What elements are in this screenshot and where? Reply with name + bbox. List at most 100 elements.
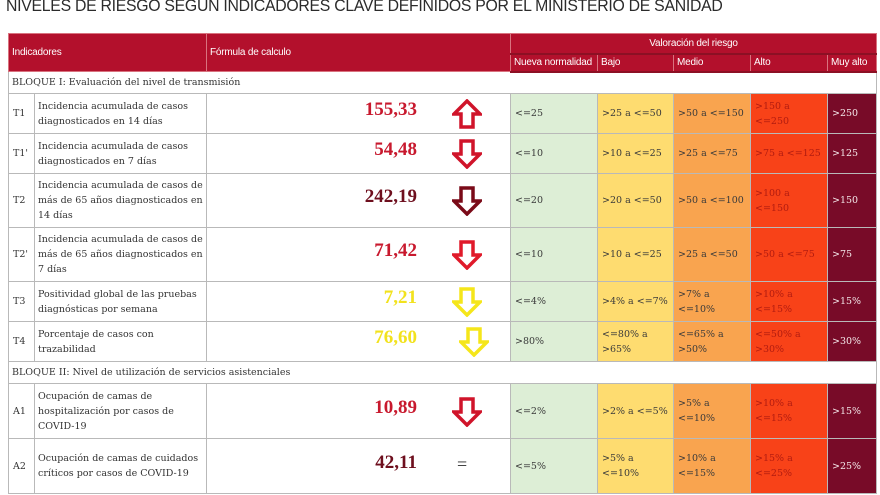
- range-bajo: >10 a <=25: [597, 133, 674, 174]
- formula-cell: 242,19: [206, 173, 511, 228]
- range-muy-alto: >15%: [826, 281, 878, 322]
- table-row: A2 Ocupación de camas de cuidados crítico…: [8, 438, 878, 494]
- table-row: T1' Incidencia acumulada de casos diagnos…: [8, 133, 878, 174]
- indicator-description: Ocupación de camas de hospitalización po…: [34, 383, 207, 439]
- range-alto: >15% a <=25%: [750, 438, 828, 494]
- trend-down-arrow-icon: [456, 327, 492, 358]
- range-medio: >5% a <=10%: [673, 383, 751, 439]
- indicator-value: 76,60: [374, 327, 417, 348]
- table-row: T2 Incidencia acumulada de casos de más d…: [8, 173, 878, 228]
- indicator-value: 10,89: [374, 396, 417, 418]
- block-label: BLOQUE II: Nivel de utilización de servi…: [7, 361, 878, 384]
- header-level-medio: Medio: [673, 53, 751, 73]
- table-row: T1 Incidencia acumulada de casos diagnost…: [8, 93, 878, 134]
- indicator-description: Porcentaje de casos con trazabilidad: [34, 321, 207, 362]
- header-valoracion: Valoración del riesgo: [509, 33, 878, 55]
- trend-equal-icon: =: [457, 453, 468, 474]
- formula-cell: 76,60: [206, 321, 511, 362]
- trend-down-arrow-icon: [449, 186, 485, 217]
- indicator-description: Ocupación de camas de cuidados críticos …: [34, 438, 207, 494]
- trend-down-arrow-icon: [449, 287, 485, 318]
- trend-down-arrow-icon: [449, 396, 485, 427]
- range-muy-alto: >150: [826, 173, 878, 228]
- indicator-code: A2: [8, 438, 35, 494]
- formula-cell: 7,21: [206, 281, 511, 322]
- range-medio: >7% a <=10%: [673, 281, 751, 322]
- range-muy-alto: >75: [826, 227, 878, 282]
- indicator-description: Incidencia acumulada de casos diagnostic…: [34, 93, 207, 134]
- formula-cell: 155,33: [206, 93, 511, 134]
- indicator-description: Incidencia acumulada de casos de más de …: [34, 227, 207, 282]
- range-nueva-normalidad: <=25: [510, 93, 598, 134]
- indicator-description: Incidencia acumulada de casos diagnostic…: [34, 133, 207, 174]
- header-level-nueva-normalidad: Nueva normalidad: [510, 53, 598, 73]
- range-bajo: >5% a <=10%: [597, 438, 674, 494]
- indicator-value: 71,42: [374, 240, 417, 261]
- range-medio: >10% a <=15%: [673, 438, 751, 494]
- indicator-code: T3: [8, 281, 35, 322]
- indicator-value: 242,19: [364, 186, 417, 207]
- range-bajo: <=80% a >65%: [597, 321, 674, 362]
- range-medio: >50 a <=150: [673, 93, 751, 134]
- table-row: T3 Positividad global de las pruebas diag…: [8, 281, 878, 322]
- range-nueva-normalidad: >80%: [510, 321, 598, 362]
- block-row: BLOQUE II: Nivel de utilización de servi…: [7, 361, 878, 384]
- block-row: BLOQUE I: Evaluación del nivel de transm…: [7, 71, 878, 94]
- header-level-muy-alto: Muy alto: [826, 53, 878, 73]
- table-row: T4 Porcentaje de casos con trazabilidad 76…: [8, 321, 878, 362]
- range-nueva-normalidad: <=4%: [510, 281, 598, 322]
- indicator-code: T4: [8, 321, 35, 362]
- indicator-value: 42,11: [375, 451, 417, 473]
- indicator-code: T2: [8, 173, 35, 228]
- trend-down-arrow-icon: [449, 240, 485, 271]
- range-medio: <=65% a >50%: [673, 321, 751, 362]
- indicator-value: 155,33: [364, 99, 417, 120]
- range-muy-alto: >30%: [826, 321, 878, 362]
- table-row: A1 Ocupación de camas de hospitalización …: [8, 383, 878, 439]
- range-nueva-normalidad: <=10: [510, 133, 598, 174]
- range-bajo: >20 a <=50: [597, 173, 674, 228]
- formula-cell: 71,42: [206, 227, 511, 282]
- indicator-code: A1: [8, 383, 35, 439]
- table-row: T2' Incidencia acumulada de casos de más …: [8, 227, 878, 282]
- indicator-value: 7,21: [383, 287, 417, 308]
- indicator-code: T1': [8, 133, 35, 174]
- range-alto: <=50% a >30%: [750, 321, 828, 362]
- range-nueva-normalidad: <=10: [510, 227, 598, 282]
- range-medio: >50 a <=100: [673, 173, 751, 228]
- range-nueva-normalidad: <=2%: [510, 383, 598, 439]
- range-alto: >75 a <=125: [750, 133, 828, 174]
- risk-levels-table: Indicadores Fórmula de calculo Valoració…: [7, 33, 878, 494]
- block-label: BLOQUE I: Evaluación del nivel de transm…: [7, 71, 878, 94]
- range-muy-alto: >15%: [826, 383, 878, 439]
- range-nueva-normalidad: <=5%: [510, 438, 598, 494]
- range-bajo: >4% a <=7%: [597, 281, 674, 322]
- range-nueva-normalidad: <=20: [510, 173, 598, 228]
- range-muy-alto: >125: [826, 133, 878, 174]
- range-alto: >50 a <=75: [750, 227, 828, 282]
- trend-down-arrow-icon: [449, 139, 485, 170]
- header-level-alto: Alto: [750, 53, 828, 73]
- header-level-bajo: Bajo: [597, 53, 674, 73]
- indicator-value: 54,48: [374, 139, 417, 160]
- formula-cell: 42,11 =: [206, 438, 511, 494]
- formula-cell: 10,89: [206, 383, 511, 439]
- range-muy-alto: >250: [826, 93, 878, 134]
- range-medio: >25 a <=75: [673, 133, 751, 174]
- header-indicadores: Indicadores: [8, 33, 207, 72]
- formula-cell: 54,48: [206, 133, 511, 174]
- indicator-code: T1: [8, 93, 35, 134]
- page-title: NIVELES DE RIESGO SEGÚN INDICADORES CLAV…: [6, 0, 723, 15]
- range-bajo: >10 a <=25: [597, 227, 674, 282]
- trend-up-arrow-icon: [449, 98, 485, 129]
- range-muy-alto: >25%: [826, 438, 878, 494]
- range-bajo: >25 a <=50: [597, 93, 674, 134]
- range-alto: >150 a <=250: [750, 93, 828, 134]
- range-alto: >100 a <=150: [750, 173, 828, 228]
- range-bajo: >2% a <=5%: [597, 383, 674, 439]
- range-alto: >10% a <=15%: [750, 383, 828, 439]
- indicator-code: T2': [8, 227, 35, 282]
- indicator-description: Incidencia acumulada de casos de más de …: [34, 173, 207, 228]
- header-formula: Fórmula de calculo: [206, 33, 511, 72]
- range-alto: >10% a <=15%: [750, 281, 828, 322]
